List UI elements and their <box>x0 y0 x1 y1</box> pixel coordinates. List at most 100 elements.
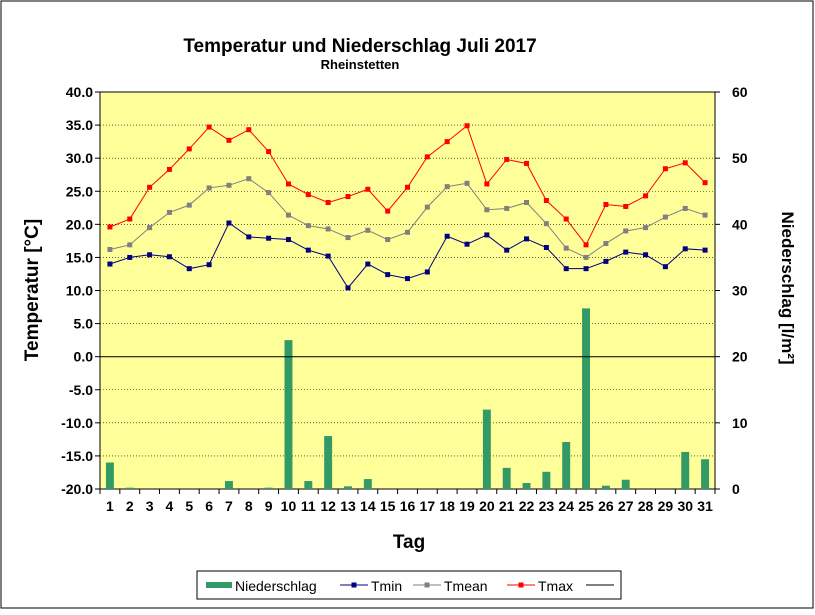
data-point-tmax <box>127 216 133 222</box>
temperature-lines <box>107 123 708 291</box>
precipitation-bars <box>105 308 710 489</box>
y-left-tick-label: 0.0 <box>74 349 94 365</box>
x-tick-label: 11 <box>301 498 316 514</box>
data-point-tmin <box>285 237 291 243</box>
legend-swatch-niederschlag <box>206 582 232 588</box>
data-point-tmean <box>405 229 410 235</box>
precipitation-bar <box>304 481 313 489</box>
data-point-tmin <box>385 272 391 278</box>
legend-marker-tmin <box>351 582 357 588</box>
precipitation-bar <box>363 479 372 489</box>
precipitation-bar <box>681 451 690 489</box>
y-right-tick-label: 30 <box>732 283 748 299</box>
y-right-tick-label: 20 <box>732 349 748 365</box>
precipitation-bar <box>601 485 610 489</box>
y-right-tick-label: 60 <box>732 84 748 100</box>
data-point-tmin <box>405 276 410 282</box>
data-point-tmin <box>365 261 371 267</box>
precipitation-bar <box>482 409 491 489</box>
precipitation-bar <box>284 340 293 489</box>
x-tick-label: 18 <box>439 498 455 514</box>
data-point-tmean <box>325 226 331 232</box>
data-point-tmax <box>186 146 192 152</box>
data-point-tmean <box>623 228 629 234</box>
data-point-tmean <box>524 199 530 205</box>
precipitation-bar <box>502 467 511 489</box>
x-tick-label: 9 <box>265 498 273 514</box>
data-point-tmean <box>504 205 510 211</box>
data-point-tmax <box>702 180 708 186</box>
x-tick-label: 12 <box>320 498 336 514</box>
precipitation-bar <box>125 487 134 489</box>
data-point-tmin <box>166 254 172 260</box>
legend: Niederschlag Tmin Tmean Tmax <box>196 570 622 600</box>
x-tick-label: 10 <box>281 498 297 514</box>
y-left-tick-label: -10.0 <box>61 415 93 431</box>
data-point-tmin <box>583 266 589 272</box>
data-point-tmin <box>603 258 609 264</box>
data-point-tmax <box>524 160 530 166</box>
data-point-tmin <box>206 262 212 268</box>
data-point-tmax <box>444 139 450 145</box>
data-point-tmean <box>166 209 172 215</box>
y-left-tick-label: 15.0 <box>66 249 93 265</box>
data-point-tmin <box>127 254 133 260</box>
data-point-tmean <box>702 212 708 218</box>
data-point-tmean <box>643 225 649 231</box>
x-tick-label: 30 <box>677 498 693 514</box>
data-point-tmin <box>464 241 470 247</box>
data-point-tmax <box>285 181 291 187</box>
data-point-tmax <box>682 160 688 166</box>
data-point-tmax <box>543 198 549 204</box>
y-left-tick-label: 40.0 <box>66 84 93 100</box>
data-point-tmean <box>305 223 311 229</box>
legend-marker-tmean <box>424 582 430 588</box>
data-point-tmin <box>107 261 113 267</box>
x-tick-label: 6 <box>205 498 213 514</box>
precipitation-bar <box>324 436 333 489</box>
legend-label-tmin: Tmin <box>371 578 402 594</box>
precipitation-bar <box>224 481 233 489</box>
data-point-tmean <box>266 190 272 196</box>
x-tick-label: 8 <box>245 498 253 514</box>
x-tick-label: 25 <box>578 498 594 514</box>
precipitation-bar <box>542 471 551 489</box>
x-axis-label: Tag <box>393 532 425 553</box>
data-point-tmean <box>583 254 589 260</box>
x-tick-label: 21 <box>499 498 515 514</box>
data-point-tmean <box>424 204 430 210</box>
x-tick-label: 31 <box>697 498 713 514</box>
x-tick-label: 2 <box>126 498 134 514</box>
y-left-tick-label: -15.0 <box>61 448 93 464</box>
legend-label-tmax: Tmax <box>538 578 573 594</box>
legend-label-tmean: Tmean <box>444 578 488 594</box>
x-tick-label: 15 <box>380 498 396 514</box>
legend-label-niederschlag: Niederschlag <box>235 578 317 594</box>
y-right-tick-label: 40 <box>732 216 748 232</box>
data-point-tmean <box>365 227 371 233</box>
data-point-tmax <box>266 149 272 155</box>
axes: -20.0 -15.0 -10.0 -5.0 0.0 5.0 10.0 15.0 20.0 25.… <box>61 84 748 514</box>
data-point-tmean <box>345 235 351 241</box>
y-left-tick-label: -5.0 <box>69 382 93 398</box>
data-point-tmin <box>524 236 530 242</box>
data-point-tmean <box>662 214 668 220</box>
data-point-tmax <box>504 156 510 162</box>
x-tick-label: 19 <box>459 498 475 514</box>
data-point-tmin <box>186 266 192 272</box>
data-point-tmin <box>643 252 649 258</box>
legend-marker-tmax <box>518 582 524 588</box>
data-point-tmin <box>543 244 549 250</box>
data-point-tmax <box>583 242 589 248</box>
data-point-tmean <box>563 245 569 251</box>
y-left-tick-label: 25.0 <box>66 183 93 199</box>
data-point-tmin <box>563 266 569 272</box>
data-point-tmax <box>166 166 172 172</box>
x-tick-label: 29 <box>658 498 674 514</box>
precipitation-bar <box>522 483 531 489</box>
precipitation-bar <box>105 462 114 489</box>
data-point-tmax <box>107 224 113 230</box>
data-point-tmin <box>147 252 153 258</box>
data-point-tmin <box>623 249 629 255</box>
